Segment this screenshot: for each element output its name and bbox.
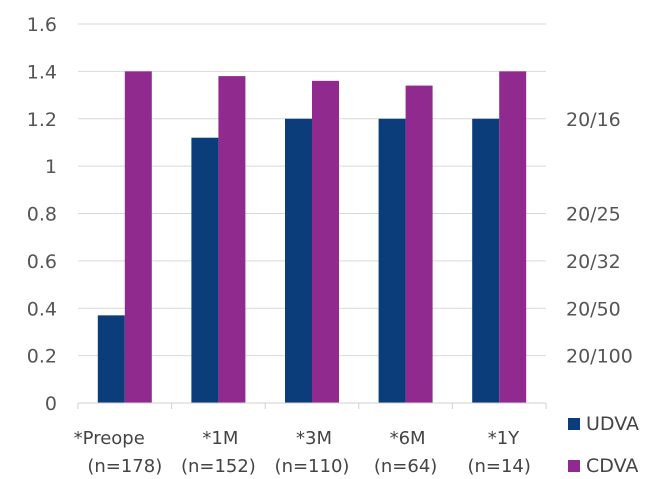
bar-cdva [499, 71, 527, 403]
y-tick-label: 0.8 [27, 204, 57, 226]
y-tick-label: 0.2 [27, 346, 57, 368]
legend: UDVA CDVA [568, 413, 639, 477]
bar-cdva [218, 76, 246, 404]
y-tick-label: 1.2 [27, 109, 57, 131]
x-axis-labels: *Preope (n=178) *1M (n=152) *3M (n=110) *6M (n=… [74, 428, 531, 477]
x-label-category: *6M [390, 428, 426, 449]
snellen-label: 20/16 [566, 109, 621, 131]
snellen-label: 20/25 [566, 204, 621, 226]
bar-cdva [124, 71, 152, 403]
snellen-labels: 20/16 20/25 20/32 20/50 20/100 [566, 109, 633, 368]
x-label-category: *3M [296, 428, 332, 449]
snellen-label: 20/100 [566, 346, 633, 368]
bar-udva [285, 118, 312, 403]
legend-label-udva: UDVA [586, 413, 639, 435]
x-label-count: (n=110) [275, 456, 350, 477]
x-label-count: (n=64) [374, 456, 437, 477]
bar-cdva [405, 85, 433, 404]
y-tick-label: 1.6 [27, 14, 57, 36]
y-tick-label: 0.4 [27, 298, 57, 320]
y-tick-label: 0 [45, 393, 57, 415]
x-label-count: (n=14) [467, 456, 530, 477]
x-label-category: *1M [202, 428, 238, 449]
y-tick-label: 1.4 [27, 61, 57, 83]
x-label-count: (n=178) [87, 456, 162, 477]
x-label-category: *1Y [488, 428, 520, 449]
legend-swatch-udva [568, 418, 580, 430]
x-label-category: *Preope [74, 428, 145, 449]
snellen-label: 20/32 [566, 251, 621, 273]
legend-label-cdva: CDVA [586, 455, 638, 477]
y-tick-label: 0.6 [27, 251, 57, 273]
bar-udva [378, 118, 406, 403]
snellen-label: 20/50 [566, 298, 621, 320]
bar-udva [97, 315, 125, 403]
x-label-count: (n=152) [181, 456, 256, 477]
bars [97, 71, 527, 404]
y-axis-ticks: 0 0.2 0.4 0.6 0.8 1 1.2 1.4 1.6 [27, 14, 57, 415]
bar-udva [191, 137, 219, 403]
bar-cdva [312, 80, 339, 403]
bar-udva [472, 118, 500, 403]
legend-swatch-cdva [568, 460, 580, 472]
x-axis-tick-marks [77, 403, 547, 409]
y-tick-label: 1 [45, 156, 57, 178]
